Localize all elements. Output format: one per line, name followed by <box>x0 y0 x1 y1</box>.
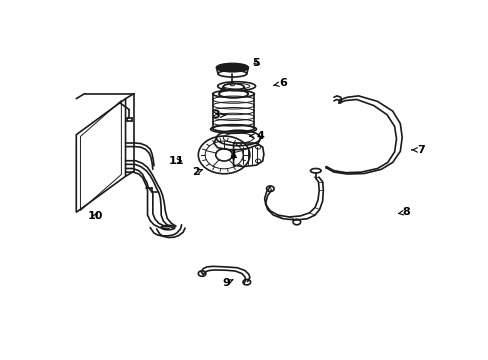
Text: 8: 8 <box>398 207 409 217</box>
Text: 4: 4 <box>249 131 264 141</box>
Text: 6: 6 <box>273 78 286 89</box>
Ellipse shape <box>216 63 248 72</box>
Text: 10: 10 <box>87 211 102 221</box>
Text: 3: 3 <box>212 110 225 120</box>
Text: 2: 2 <box>191 167 202 177</box>
Text: 1: 1 <box>229 150 237 161</box>
Text: 7: 7 <box>411 145 424 155</box>
Text: 11: 11 <box>169 156 184 166</box>
Text: 5: 5 <box>252 58 260 68</box>
Text: 9: 9 <box>222 278 232 288</box>
